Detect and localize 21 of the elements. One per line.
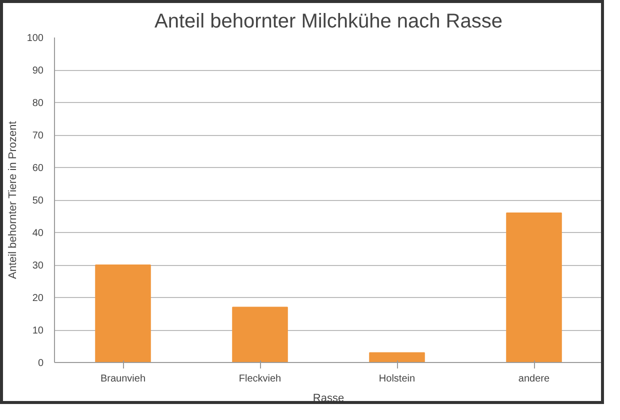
bar <box>232 306 288 362</box>
x-tick-label: andere <box>518 374 550 384</box>
y-axis-title: Anteil behornter Tiere in Prozent <box>6 121 19 279</box>
y-tick-label: 50 <box>32 196 44 206</box>
y-tick-label: 80 <box>32 98 44 109</box>
y-tick-label: 0 <box>38 358 44 369</box>
y-tick-label: 20 <box>32 293 44 304</box>
y-tick-label: 30 <box>32 260 44 272</box>
y-tick-label: 90 <box>32 66 44 76</box>
bar <box>95 264 151 362</box>
x-tick-label: Fleckvieh <box>238 374 282 384</box>
y-tick-label: 100 <box>26 33 44 44</box>
x-tick-label: Holstein <box>378 374 416 384</box>
y-tick-label: 10 <box>32 326 44 336</box>
y-tick-label: 40 <box>32 228 44 239</box>
y-tick-label: 60 <box>32 163 44 174</box>
x-tick-label: Braunvieh <box>100 374 146 384</box>
y-tick-label: 70 <box>32 130 44 142</box>
bar <box>369 352 425 362</box>
chart-title: Anteil behornter Milchkühe nach Rasse <box>154 10 502 32</box>
bar <box>506 212 562 362</box>
